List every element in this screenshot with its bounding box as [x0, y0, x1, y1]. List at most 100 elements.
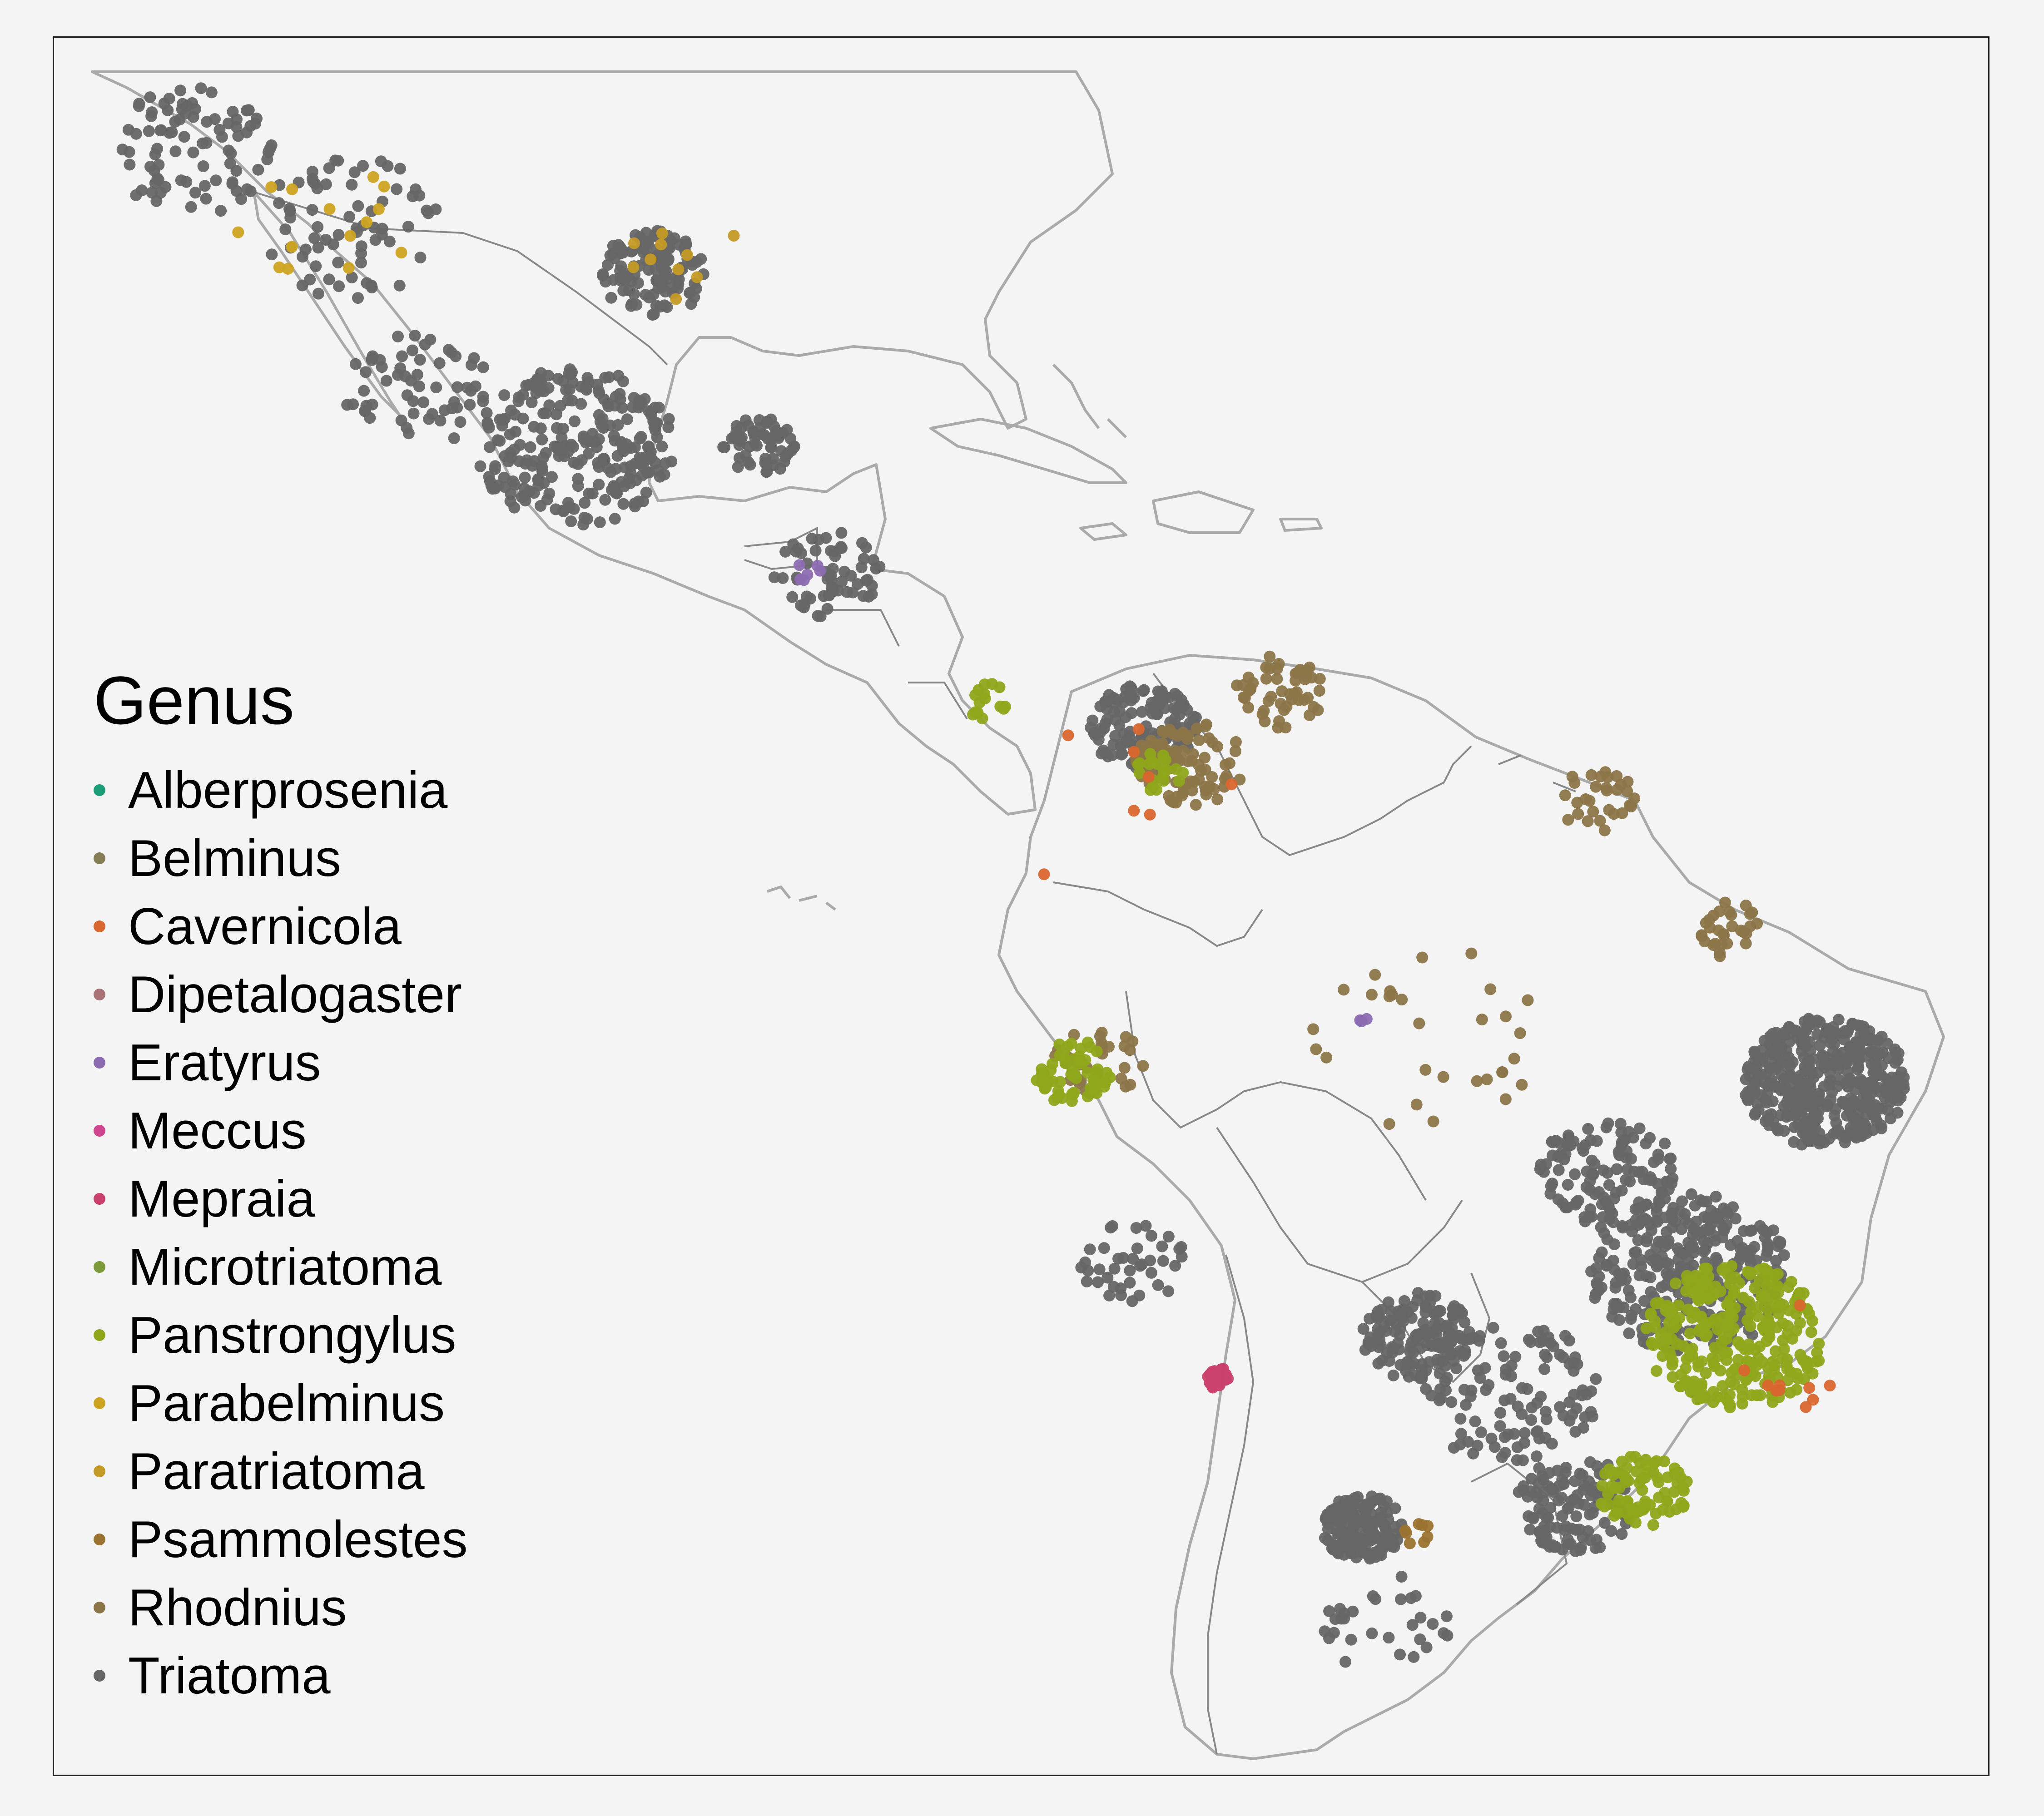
occurrence-point — [1320, 1511, 1332, 1524]
occurrence-point — [1038, 868, 1050, 881]
occurrence-point — [464, 399, 476, 411]
occurrence-point — [1395, 1593, 1407, 1605]
occurrence-point — [1278, 704, 1290, 716]
occurrence-point — [1065, 1038, 1077, 1050]
occurrence-point — [346, 272, 358, 283]
occurrence-point — [1290, 668, 1302, 680]
occurrence-point — [628, 237, 640, 249]
occurrence-point — [1525, 1336, 1537, 1348]
occurrence-point — [1273, 658, 1285, 670]
occurrence-point — [1751, 1310, 1764, 1322]
occurrence-point — [1504, 1393, 1517, 1405]
occurrence-point — [1665, 1153, 1677, 1164]
occurrence-point — [411, 369, 423, 381]
occurrence-point — [537, 407, 550, 420]
legend-item-belminus: Belminus — [94, 824, 468, 892]
occurrence-point — [1847, 1124, 1860, 1136]
occurrence-point — [597, 422, 610, 434]
occurrence-point — [1881, 1038, 1893, 1050]
occurrence-point — [1754, 1389, 1766, 1401]
occurrence-point — [1322, 1523, 1334, 1535]
occurrence-point — [1042, 1075, 1054, 1087]
occurrence-point — [680, 235, 692, 247]
occurrence-point — [656, 440, 668, 453]
legend-swatch — [94, 1125, 105, 1137]
legend-item-meccus: Meccus — [94, 1097, 468, 1165]
occurrence-point — [1726, 1311, 1739, 1324]
occurrence-point — [286, 183, 298, 195]
occurrence-point — [623, 472, 635, 484]
occurrence-point — [252, 163, 264, 176]
occurrence-point — [1729, 1212, 1741, 1225]
occurrence-point — [232, 226, 244, 238]
occurrence-point — [1410, 1099, 1423, 1111]
occurrence-point — [1471, 1075, 1483, 1087]
occurrence-point — [1561, 1201, 1573, 1213]
occurrence-point — [189, 103, 201, 115]
occurrence-point — [1409, 1590, 1422, 1602]
occurrence-point — [434, 415, 447, 427]
occurrence-point — [1721, 1299, 1733, 1311]
occurrence-point — [550, 408, 562, 421]
occurrence-point — [1821, 1052, 1833, 1064]
occurrence-point — [1762, 1371, 1775, 1383]
occurrence-point — [1383, 1632, 1395, 1644]
occurrence-point — [1768, 1297, 1781, 1309]
occurrence-point — [1569, 1425, 1582, 1438]
occurrence-point — [795, 547, 807, 559]
occurrence-point — [1379, 1523, 1392, 1535]
occurrence-point — [1273, 715, 1285, 727]
occurrence-point — [1366, 1627, 1378, 1639]
occurrence-point — [1376, 1355, 1389, 1366]
occurrence-point — [1744, 1320, 1756, 1332]
occurrence-point — [1511, 1441, 1523, 1453]
occurrence-point — [1440, 1384, 1452, 1396]
occurrence-point — [1473, 1335, 1485, 1347]
occurrence-point — [1598, 1517, 1611, 1529]
occurrence-point — [1526, 1401, 1538, 1414]
occurrence-point — [1688, 1223, 1700, 1235]
occurrence-point — [1389, 1502, 1401, 1514]
occurrence-point — [273, 197, 285, 209]
occurrence-point — [838, 565, 850, 578]
occurrence-point — [1769, 1359, 1781, 1371]
occurrence-point — [1628, 792, 1641, 805]
legend-label: Parabelminus — [128, 1374, 445, 1432]
occurrence-point — [1546, 1178, 1558, 1190]
occurrence-point — [484, 441, 496, 453]
occurrence-point — [306, 204, 318, 216]
occurrence-point — [1518, 1480, 1530, 1492]
occurrence-point — [1788, 1136, 1800, 1148]
occurrence-point — [1152, 1279, 1164, 1291]
occurrence-point — [1090, 1066, 1102, 1078]
occurrence-point — [244, 185, 257, 198]
occurrence-point — [1538, 1474, 1549, 1486]
occurrence-point — [312, 242, 324, 254]
occurrence-point — [1595, 1498, 1607, 1510]
occurrence-point — [1514, 1027, 1526, 1039]
occurrence-point — [481, 407, 493, 419]
occurrence-point — [1635, 1260, 1647, 1272]
occurrence-point — [855, 561, 868, 574]
occurrence-point — [1367, 1336, 1379, 1349]
occurrence-point — [1602, 1117, 1614, 1129]
occurrence-point — [1702, 1212, 1714, 1224]
occurrence-point — [1488, 1441, 1501, 1453]
occurrence-point — [438, 404, 451, 416]
occurrence-point — [772, 432, 784, 444]
occurrence-point — [1369, 1593, 1382, 1605]
occurrence-point — [1672, 1253, 1685, 1266]
occurrence-point — [209, 113, 221, 125]
occurrence-point — [1031, 1074, 1043, 1086]
occurrence-point — [1638, 1295, 1650, 1307]
occurrence-point — [1721, 1206, 1733, 1218]
occurrence-point — [348, 166, 361, 178]
occurrence-point — [856, 537, 868, 549]
occurrence-point — [1124, 1079, 1136, 1091]
occurrence-point — [626, 298, 638, 310]
occurrence-point — [454, 416, 466, 428]
occurrence-point — [1375, 1506, 1387, 1519]
occurrence-point — [279, 223, 292, 236]
occurrence-point — [1657, 1339, 1670, 1351]
occurrence-point — [1206, 771, 1218, 783]
